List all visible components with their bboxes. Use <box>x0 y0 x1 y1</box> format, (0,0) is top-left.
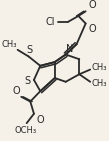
Text: S: S <box>24 76 30 86</box>
Text: O: O <box>37 115 44 125</box>
Text: S: S <box>26 45 32 55</box>
Text: O: O <box>88 0 96 10</box>
Text: CH₃: CH₃ <box>1 40 17 49</box>
Text: CH₃: CH₃ <box>91 79 107 88</box>
Text: CH₃: CH₃ <box>91 63 107 72</box>
Text: O: O <box>13 86 20 96</box>
Text: Cl: Cl <box>45 17 55 27</box>
Text: OCH₃: OCH₃ <box>15 126 37 135</box>
Text: N: N <box>66 44 74 54</box>
Text: O: O <box>88 24 96 34</box>
